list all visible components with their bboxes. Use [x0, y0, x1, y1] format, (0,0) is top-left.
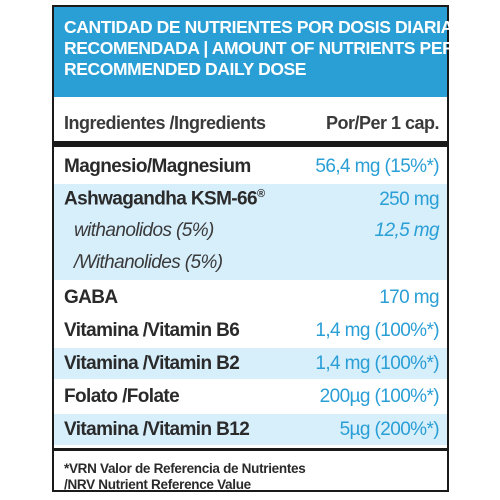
nutrient-name: withanolidos (5%) — [74, 219, 214, 241]
nutrient-name: Vitamina /Vitamin B12 — [64, 418, 250, 440]
table-row: Vitamina /Vitamin B6 1,4 mg (100%*) — [54, 315, 447, 346]
label-header: CANTIDAD DE NUTRIENTES POR DOSIS DIARIA … — [54, 7, 455, 97]
nutrient-amount: 56,4 mg (15%*) — [315, 155, 439, 177]
nutrient-amount: 200µg (100%*) — [319, 385, 440, 407]
nutrient-table: Magnesio/Magnesium 56,4 mg (15%*) Ashwag… — [54, 151, 447, 447]
nutrient-name-text: Ashwagandha KSM-66 — [64, 188, 258, 210]
column-headers: Ingredientes /Ingredients Por/Per 1 cap. — [54, 105, 447, 141]
nutrient-amount: 170 mg — [379, 286, 439, 308]
table-row: Ashwagandha KSM-66® 250 mg — [54, 184, 447, 215]
nutrient-name: Vitamina /Vitamin B2 — [64, 352, 240, 374]
nutrient-name: Ashwagandha KSM-66® — [64, 188, 265, 210]
nutrient-name: Folato /Folate — [64, 385, 180, 407]
table-row: Vitamina /Vitamin B12 5µg (200%*) — [54, 414, 447, 445]
footnote-line-2: /NRV Nutrient Reference Value — [64, 477, 251, 492]
per-capsule-column-header: Por/Per 1 cap. — [325, 112, 440, 133]
footnote: *VRN Valor de Referencia de Nutrientes /… — [64, 461, 306, 493]
nutrient-amount: 5µg (200%*) — [339, 418, 440, 440]
nutrient-amount: 1,4 mg (100%*) — [315, 319, 439, 341]
table-row: Vitamina /Vitamin B2 1,4 mg (100%*) — [54, 348, 447, 379]
nutrient-amount: 250 mg — [379, 188, 439, 210]
nutrient-name: Magnesio/Magnesium — [64, 155, 251, 177]
header-line-3: RECOMMENDED DAILY DOSE — [64, 59, 307, 79]
footer-divider — [54, 448, 447, 451]
table-row: /Withanolides (5%) — [54, 246, 447, 280]
header-line-1: CANTIDAD DE NUTRIENTES POR DOSIS DIARIA — [64, 17, 453, 37]
nutrient-amount: 1,4 mg (100%*) — [315, 352, 439, 374]
table-row: Folato /Folate 200µg (100%*) — [54, 381, 447, 412]
header-line-2: RECOMENDADA | AMOUNT OF NUTRIENTS PER — [64, 38, 455, 58]
footnote-line-1: *VRN Valor de Referencia de Nutrientes — [64, 461, 306, 476]
nutrient-name: GABA — [64, 286, 118, 308]
table-row: Magnesio/Magnesium 56,4 mg (15%*) — [54, 151, 447, 182]
nutrient-name: /Withanolides (5%) — [74, 252, 223, 273]
ingredients-column-header: Ingredientes /Ingredients — [64, 112, 266, 133]
table-row: GABA 170 mg — [54, 282, 447, 313]
nutrition-label: CANTIDAD DE NUTRIENTES POR DOSIS DIARIA … — [52, 5, 455, 493]
registered-mark: ® — [256, 188, 265, 201]
table-row: withanolidos (5%) 12,5 mg — [54, 215, 447, 246]
header-divider — [54, 141, 447, 147]
nutrient-name: Vitamina /Vitamin B6 — [64, 319, 240, 341]
nutrient-amount: 12,5 mg — [374, 219, 440, 241]
